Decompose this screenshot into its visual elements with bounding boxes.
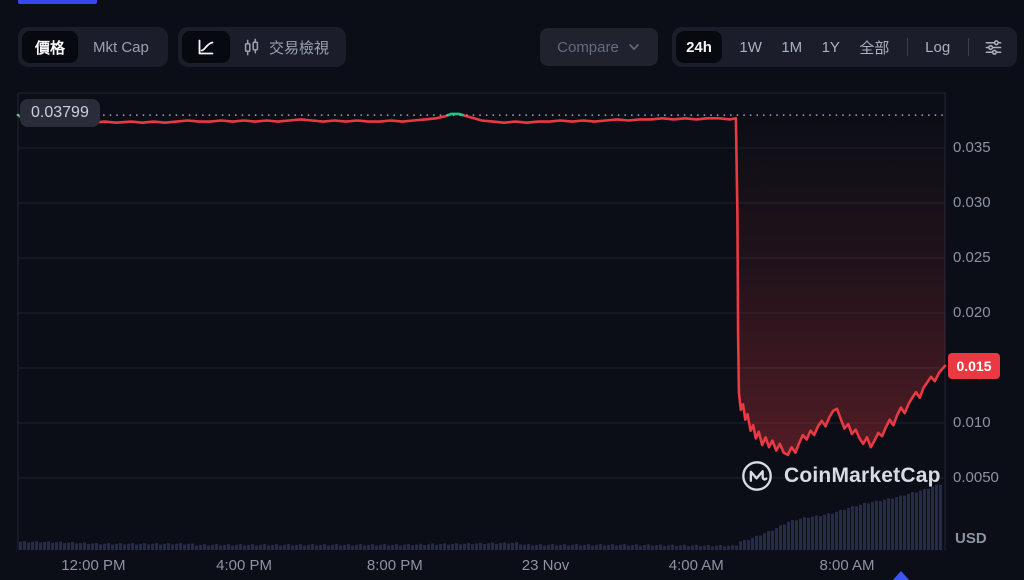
y-axis-tick-label: 0.0050 <box>953 468 999 486</box>
x-axis-tick-label: 4:00 AM <box>668 557 724 574</box>
x-axis-tick-label: 8:00 PM <box>366 557 423 574</box>
compare-button[interactable]: Compare <box>540 28 658 66</box>
open-price-label: 0.03799 <box>20 99 100 127</box>
compare-label: Compare <box>557 38 619 56</box>
x-axis-tick-label: 12:00 PM <box>61 557 126 574</box>
y-axis-tick-label: 0.010 <box>953 413 991 431</box>
chart-settings-button[interactable] <box>984 38 1003 57</box>
metric-toggle-group: 價格 Mkt Cap <box>18 27 168 67</box>
coinmarketcap-watermark: CoinMarketCap <box>740 459 941 493</box>
trading-view-button[interactable]: 交易檢視 <box>232 31 339 63</box>
line-chart-icon <box>198 39 214 55</box>
sliders-icon <box>985 39 1002 55</box>
range-1y-button[interactable]: 1Y <box>821 38 840 56</box>
coinmarketcap-logo-icon <box>742 461 772 491</box>
mktcap-toggle-button[interactable]: Mkt Cap <box>80 31 162 63</box>
bottom-marker-triangle[interactable] <box>892 571 910 580</box>
view-toggle-group: 交易檢視 <box>178 27 346 67</box>
range-toggle-group: 24h 1W 1M 1Y 全部 Log <box>672 27 1017 67</box>
currency-label: USD <box>955 530 987 547</box>
x-axis-tick-label: 4:00 PM <box>216 557 273 574</box>
active-tab-indicator <box>18 0 97 4</box>
trading-view-label: 交易檢視 <box>269 39 330 57</box>
divider <box>967 38 969 56</box>
price-toggle-button[interactable]: 價格 <box>22 31 79 63</box>
divider <box>906 38 908 56</box>
range-1w-button[interactable]: 1W <box>739 38 762 56</box>
log-scale-button[interactable]: Log <box>925 38 951 56</box>
line-chart-view-button[interactable] <box>182 31 230 63</box>
range-1m-button[interactable]: 1M <box>781 38 803 56</box>
chevron-down-icon <box>629 44 639 50</box>
last-price-badge: 0.015 <box>948 352 1000 379</box>
y-axis-tick-label: 0.025 <box>953 248 991 266</box>
candlestick-icon <box>244 38 259 55</box>
x-axis-tick-label: 23 Nov <box>521 557 570 574</box>
watermark-text: CoinMarketCap <box>784 464 941 487</box>
y-axis-tick-label: 0.030 <box>953 193 991 211</box>
range-all-button[interactable]: 全部 <box>857 37 891 58</box>
range-24h-button[interactable]: 24h <box>676 31 722 63</box>
y-axis-tick-label: 0.035 <box>953 138 991 156</box>
y-axis-tick-label: 0.020 <box>953 303 991 321</box>
x-axis-tick-label: 8:00 AM <box>819 557 875 574</box>
